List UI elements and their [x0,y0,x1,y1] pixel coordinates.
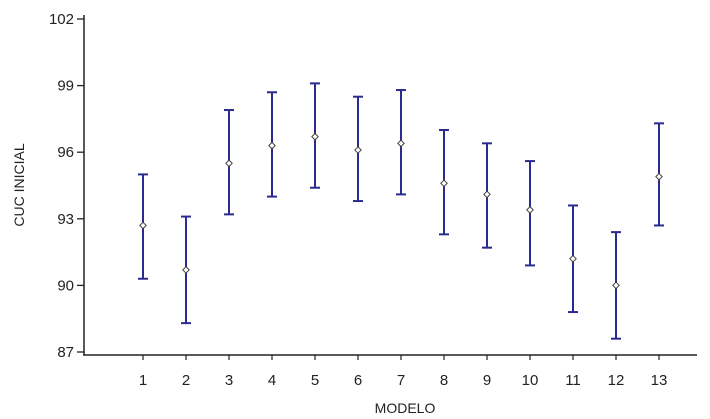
x-tick-label: 1 [139,372,147,389]
x-tick-label: 5 [311,372,319,389]
interval-center-marker [569,254,577,263]
interval-2 [181,215,191,325]
x-tick-label: 11 [565,372,581,389]
interval-1 [138,173,148,280]
interval-center-marker [354,146,362,154]
interval-center-marker [139,221,147,230]
interval-center-marker [182,265,190,274]
interval-9 [482,142,492,249]
interval-center-marker [483,190,491,199]
intervals [138,82,664,340]
x-tick-label: 12 [608,372,625,389]
interval-center-marker [612,281,620,290]
x-tick-label: 8 [440,372,448,389]
interval-8 [439,129,449,236]
interval-center-marker [225,159,233,168]
interval-13 [654,122,664,227]
x-tick-label: 7 [397,372,405,389]
x-ticks: 1 2 3 4 5 6 7 8 9 10 11 12 13 [139,355,668,389]
interval-4 [267,91,277,198]
interval-12 [611,231,621,340]
interval-10 [525,160,535,267]
interval-center-marker [526,206,534,214]
axes [83,15,697,356]
x-tick-label: 2 [182,372,190,389]
x-tick-label: 4 [268,372,276,389]
y-axis-title: CUC INICIAL [11,143,27,226]
y-tick-label: 93 [57,211,74,228]
interval-center-marker [440,179,448,188]
interval-6 [353,95,363,203]
interval-7 [396,89,406,196]
x-tick-label: 3 [225,372,233,389]
interval-center-marker [311,132,319,141]
interval-center-marker [655,172,663,181]
interval-5 [310,82,320,189]
x-tick-label: 13 [651,372,668,389]
y-ticks: 87 90 93 96 99 102 [49,11,84,361]
y-tick-label: 87 [57,344,74,361]
x-tick-label: 6 [354,372,362,389]
y-tick-label: 99 [57,78,74,95]
interval-3 [224,109,234,216]
interval-11 [568,204,578,314]
y-tick-label: 96 [57,144,74,161]
interval-center-marker [268,141,276,150]
y-tick-label: 90 [57,277,74,294]
x-axis-title: MODELO [375,400,436,416]
interval-center-marker [397,139,405,148]
x-tick-label: 9 [483,372,491,389]
x-tick-label: 10 [522,372,539,389]
y-tick-label: 102 [49,11,74,28]
